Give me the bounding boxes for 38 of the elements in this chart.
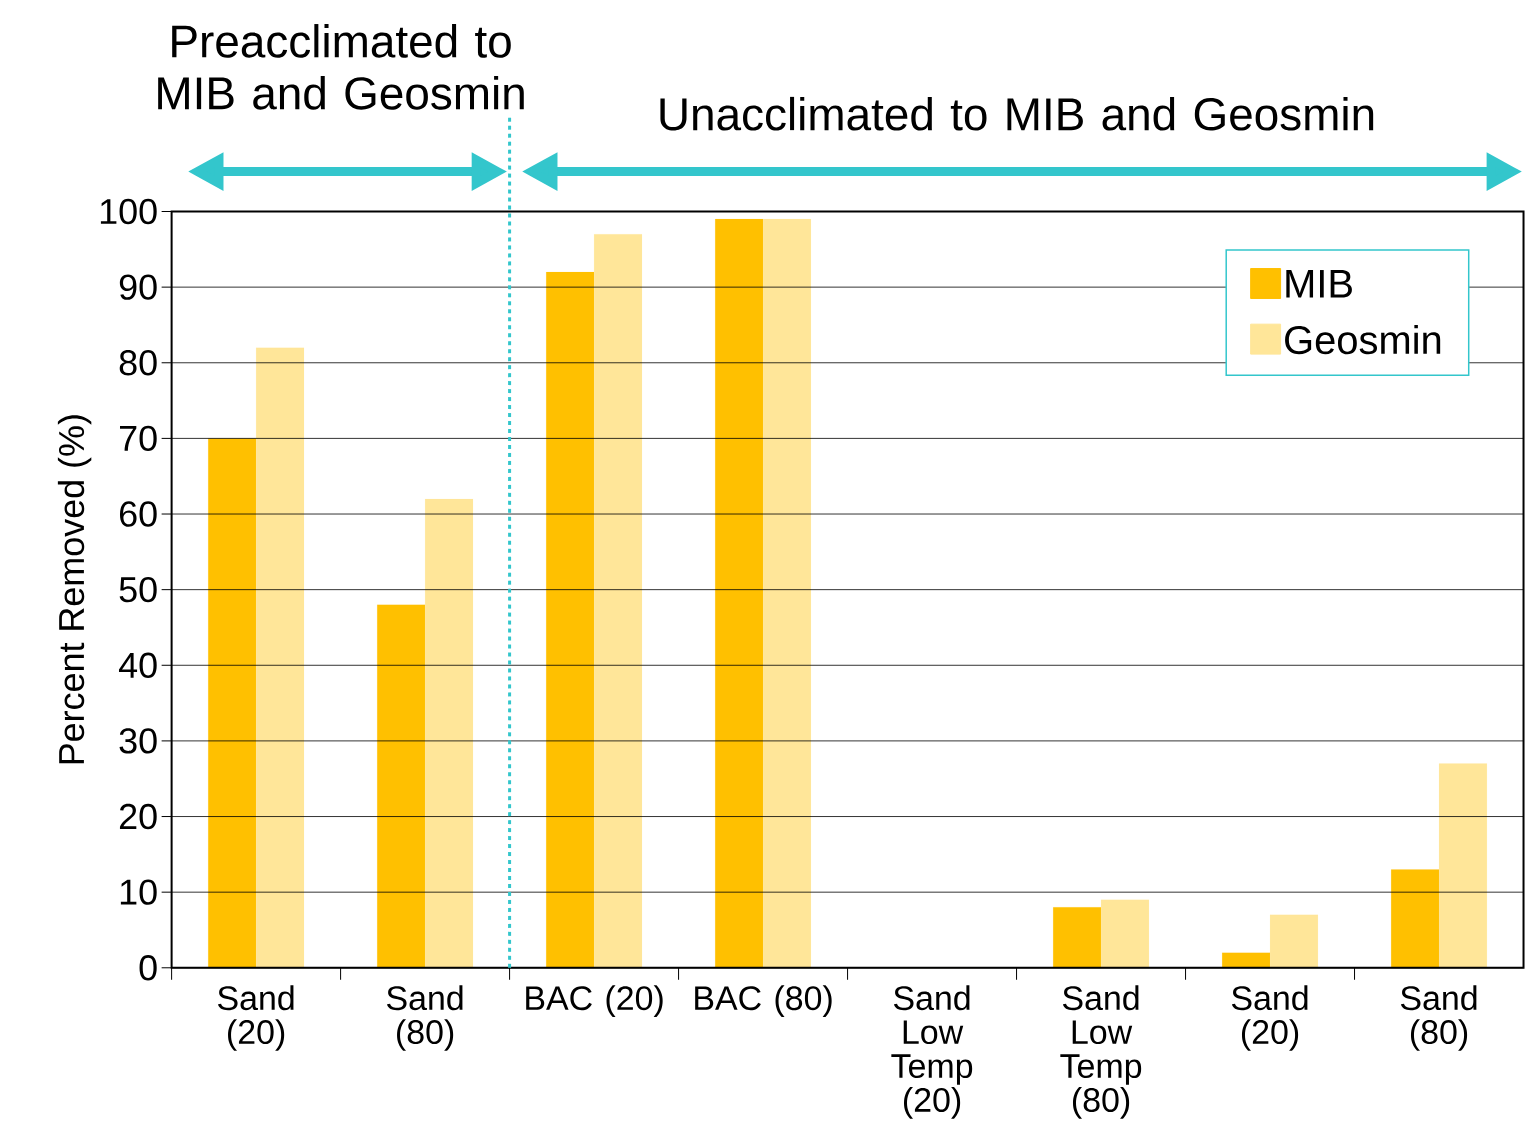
legend-label: MIB	[1286, 270, 1352, 298]
y-tick-label: 100	[100, 198, 157, 225]
bar	[208, 438, 257, 968]
bar	[425, 498, 474, 968]
text: Preacclimated to MIB and Geosmin	[158, 24, 524, 110]
x-tick-label: Sand (20)	[1231, 985, 1308, 1051]
x-tick-label: BAC (20)	[526, 985, 663, 1017]
bar	[594, 234, 643, 968]
y-tick-label: 80	[119, 350, 157, 376]
bar	[1101, 899, 1149, 968]
x-tick-label: BAC (80)	[695, 985, 832, 1017]
y-tick-label: 30	[119, 728, 157, 754]
y-tick-label: 70	[120, 425, 157, 452]
legend-label: Geosmin	[1285, 324, 1441, 355]
bar	[1222, 952, 1271, 968]
bar	[715, 219, 764, 968]
y-tick-label: 40	[118, 652, 157, 678]
y-tick-label: 20	[119, 803, 157, 830]
y-tick-label: 10	[120, 879, 157, 905]
bar	[377, 604, 426, 968]
x-tick-label: Sand (80)	[387, 985, 463, 1051]
bar	[1438, 763, 1487, 968]
bar	[1269, 914, 1318, 968]
bar	[763, 219, 812, 968]
bar	[1391, 869, 1440, 968]
y-tick-label: 60	[119, 501, 157, 527]
x-tick-label: Sand (20)	[218, 985, 294, 1051]
bar	[546, 271, 595, 968]
y-axis-title: Percent Removed (%)	[57, 415, 92, 764]
y-tick-label: 50	[119, 576, 157, 603]
bar	[1053, 907, 1102, 968]
y-tick-label: 0	[139, 955, 157, 981]
y-tick-label: 90	[119, 274, 157, 300]
bar	[256, 347, 305, 968]
x-tick-label: Sand Low Temp (80)	[1060, 985, 1142, 1119]
x-tick-label: Sand (80)	[1400, 985, 1477, 1051]
text: Unacclimated to MIB and Geosmin	[660, 96, 1374, 131]
x-tick-label: Sand Low Temp (20)	[891, 985, 973, 1119]
